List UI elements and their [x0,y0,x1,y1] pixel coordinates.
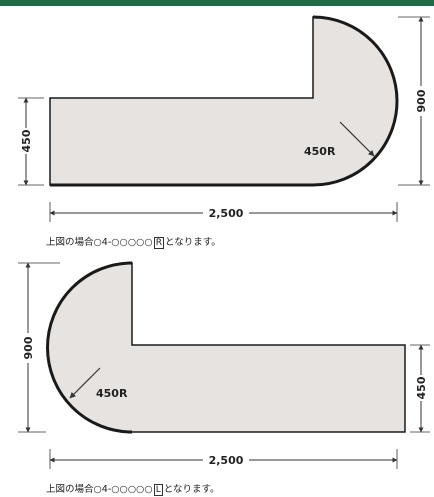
radius-label: 450R [304,145,336,158]
caption-code-box: R [153,237,164,249]
rounded-edge-highlight [46,261,133,434]
width-label-bg [203,206,249,219]
header-bar [0,0,434,6]
right-height-label-bg [415,86,427,116]
countertop-shape-right-rounded [49,16,398,186]
left-height-label-bg [22,333,34,363]
countertop-shape-left-rounded [46,262,406,433]
caption-left-rounded: 上図の場合○4-○○○○○ L となります。 [46,481,220,496]
caption-suffix: となります。 [163,484,220,495]
right-height-label: 450 [415,376,428,399]
radius-leader-line [339,121,375,157]
radius-leader-line [69,367,101,399]
right-height-label-bg [415,375,427,401]
right-height-label: 900 [415,89,428,112]
width-label: 2,500 [209,454,244,467]
caption-right-rounded: 上図の場合○4-○○○○○ R となります。 [46,234,221,249]
caption-prefix: 上図の場合○4-○○○○○ [46,484,153,495]
caption-suffix: となります。 [164,237,221,248]
caption-prefix: 上図の場合○4-○○○○○ [46,237,153,248]
caption-code-box: L [153,484,163,496]
left-height-label-bg [20,128,32,154]
diagram-2: 450R 900 450 2,500 [18,261,430,469]
radius-label: 450R [96,387,128,400]
diagram-1: 450R 450 900 2,500 [18,15,430,222]
width-label-bg [203,453,249,466]
left-height-label: 900 [22,336,35,359]
rounded-edge-highlight [50,15,399,187]
left-height-label: 450 [20,129,33,152]
width-label: 2,500 [209,207,244,220]
